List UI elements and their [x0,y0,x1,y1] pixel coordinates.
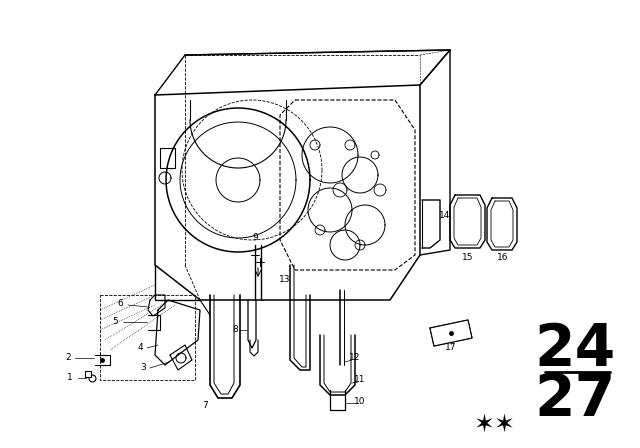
Text: 3: 3 [140,363,146,372]
Polygon shape [430,320,472,346]
Text: ✶✶: ✶✶ [474,413,516,437]
Text: 7: 7 [202,401,208,409]
Text: 10: 10 [355,397,365,406]
Text: 9: 9 [252,233,258,242]
Text: 15: 15 [462,254,474,263]
Text: 2: 2 [65,353,71,362]
Text: 5: 5 [112,318,118,327]
Text: 1: 1 [67,374,73,383]
Text: 24: 24 [534,322,616,379]
Text: 12: 12 [349,353,361,362]
Text: 13: 13 [279,276,291,284]
Text: 11: 11 [355,375,365,384]
Text: 17: 17 [445,344,457,353]
Text: 14: 14 [439,211,451,220]
Text: 6: 6 [117,298,123,307]
Text: 16: 16 [497,254,509,263]
Text: 8: 8 [232,326,238,335]
Text: 27: 27 [534,371,616,428]
Text: 4: 4 [137,344,143,353]
